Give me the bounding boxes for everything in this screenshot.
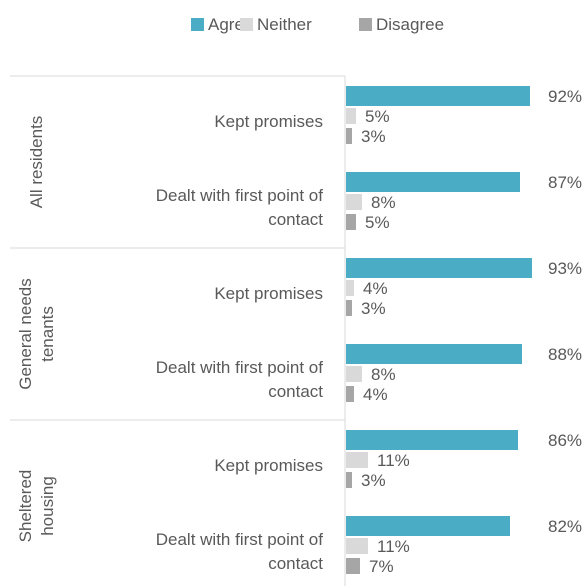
bar-agree: [346, 344, 522, 364]
value-label-neither: 8%: [371, 365, 396, 384]
category-label: Kept promises: [214, 112, 323, 131]
bar-agree: [346, 172, 520, 192]
category-label: contact: [268, 382, 323, 401]
bar-agree: [346, 258, 532, 278]
value-label-agree: 87%: [548, 173, 582, 192]
bar-neither: [346, 280, 354, 296]
group-label: All residents: [27, 116, 46, 209]
legend-label-neither: Neither: [257, 15, 312, 34]
group-label: General needs: [16, 278, 35, 390]
bar-disagree: [346, 128, 352, 144]
value-label-neither: 8%: [371, 193, 396, 212]
legend-swatch-agree: [191, 18, 204, 31]
category-label: Dealt with first point of: [156, 186, 324, 205]
legend-label-disagree: Disagree: [376, 15, 444, 34]
bar-disagree: [346, 214, 356, 230]
category-label: Dealt with first point of: [156, 358, 324, 377]
bar-neither: [346, 194, 362, 210]
value-label-neither: 11%: [377, 537, 410, 556]
bar-disagree: [346, 386, 354, 402]
bar-neither: [346, 452, 368, 468]
value-label-neither: 4%: [363, 279, 388, 298]
value-label-agree: 82%: [548, 517, 582, 536]
category-label: Kept promises: [214, 284, 323, 303]
group-label: Sheltered: [16, 470, 35, 543]
value-label-agree: 86%: [548, 431, 582, 450]
bar-agree: [346, 516, 510, 536]
bar-agree: [346, 86, 530, 106]
bar-neither: [346, 108, 356, 124]
value-label-agree: 92%: [548, 87, 582, 106]
bar-agree: [346, 430, 518, 450]
value-label-disagree: 7%: [369, 557, 394, 576]
bar-disagree: [346, 558, 360, 574]
value-label-disagree: 3%: [361, 127, 386, 146]
value-label-disagree: 5%: [365, 213, 390, 232]
category-label: Kept promises: [214, 456, 323, 475]
bar-neither: [346, 366, 362, 382]
category-label: contact: [268, 554, 323, 573]
group-label: housing: [38, 476, 57, 536]
group-label: tenants: [38, 306, 57, 362]
legend-swatch-neither: [240, 18, 253, 31]
value-label-neither: 11%: [377, 451, 410, 470]
value-label-disagree: 3%: [361, 471, 386, 490]
category-label: Dealt with first point of: [156, 530, 324, 549]
bar-neither: [346, 538, 368, 554]
value-label-agree: 88%: [548, 345, 582, 364]
value-label-disagree: 4%: [363, 385, 388, 404]
category-label: contact: [268, 210, 323, 229]
bar-disagree: [346, 472, 352, 488]
value-label-agree: 93%: [548, 259, 582, 278]
value-label-disagree: 3%: [361, 299, 386, 318]
legend-swatch-disagree: [359, 18, 372, 31]
bar-disagree: [346, 300, 352, 316]
value-label-neither: 5%: [365, 107, 390, 126]
